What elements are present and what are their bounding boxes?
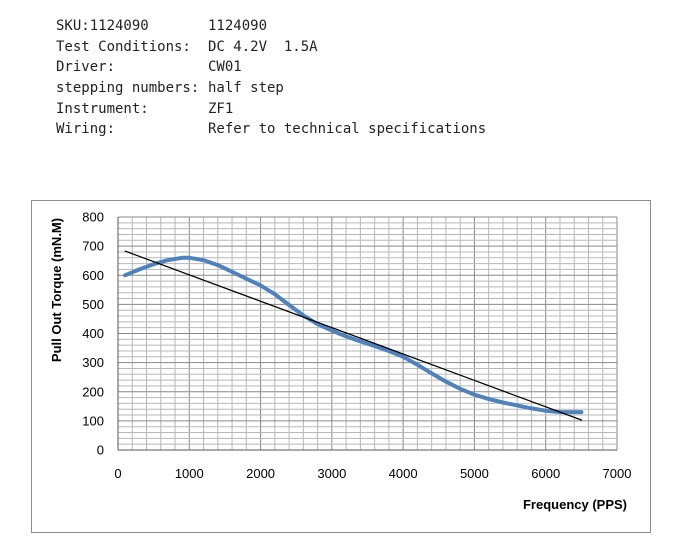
- x-axis-title: Frequency (PPS): [523, 497, 627, 512]
- x-tick-label: 5000: [460, 466, 489, 481]
- chart-grid: [117, 216, 618, 451]
- y-tick-label: 200: [82, 384, 104, 399]
- spec-value: Refer to technical specifications: [208, 121, 487, 138]
- torque-curve-line: [123, 255, 584, 415]
- y-tick-label: 0: [97, 443, 104, 458]
- chart-series: [123, 250, 584, 421]
- spec-value: DC 4.2V 1.5A: [208, 38, 318, 55]
- spec-value: CW01: [208, 59, 242, 76]
- x-tick-label: 2000: [246, 466, 275, 481]
- x-tick-label: 1000: [175, 466, 204, 481]
- chart-axes: [117, 217, 617, 451]
- x-tick-label: 7000: [603, 466, 632, 481]
- x-tick-label: 3000: [317, 466, 346, 481]
- spec-value: ZF1: [208, 100, 234, 117]
- x-tick-label: 6000: [531, 466, 560, 481]
- spec-label: SKU:1124090: [56, 18, 149, 34]
- y-tick-label: 400: [82, 326, 104, 341]
- y-tick-label: 300: [82, 355, 104, 370]
- y-tick-label: 500: [82, 297, 104, 312]
- y-tick-label: 800: [82, 210, 104, 225]
- spec-label: stepping numbers:: [56, 80, 200, 97]
- chart-ticks: 0 1000 2000 3000 4000 5000 6000 7000 0 100 200 300 4…: [82, 210, 631, 482]
- trend-line: [124, 250, 583, 421]
- spec-label: Driver:: [56, 59, 116, 76]
- spec-value: half step: [208, 80, 284, 97]
- chart-frame: [31, 200, 651, 533]
- y-axis-title: Pull Out Torque (mN.M): [49, 218, 64, 362]
- y-tick-label: 100: [82, 413, 104, 428]
- spec-label: Wiring:: [56, 121, 116, 138]
- y-tick-label: 600: [82, 268, 104, 283]
- spec-label: Test Conditions:: [56, 38, 191, 55]
- spec-value: 1124090: [208, 18, 268, 34]
- y-tick-label: 700: [82, 239, 104, 254]
- spec-label: Instrument:: [56, 100, 149, 117]
- x-tick-label: 0: [114, 466, 121, 481]
- x-tick-label: 4000: [389, 466, 418, 481]
